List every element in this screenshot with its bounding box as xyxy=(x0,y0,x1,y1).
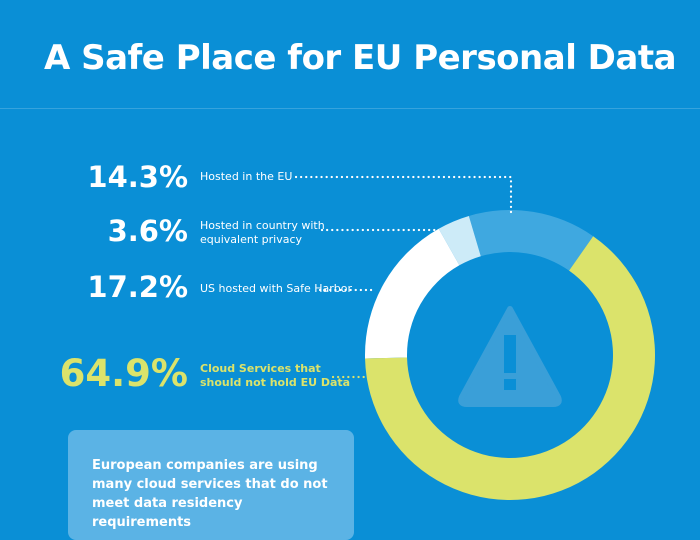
stat-label: Hosted in the EU xyxy=(200,170,292,184)
stat-percent: 64.9% xyxy=(59,352,188,395)
stat-label: Cloud Services that should not hold EU D… xyxy=(200,362,350,390)
stat-percent: 3.6% xyxy=(107,214,188,248)
stat-percent: 17.2% xyxy=(87,270,188,304)
note-text: European companies are using many cloud … xyxy=(92,458,328,530)
donut-slice xyxy=(438,215,481,266)
donut-chart xyxy=(294,175,656,500)
stat-percent: 14.3% xyxy=(87,160,188,194)
warning-icon xyxy=(458,306,562,407)
stat-label: Hosted in country with equivalent privac… xyxy=(200,219,325,247)
page-title: A Safe Place for EU Personal Data xyxy=(43,38,677,78)
donut-slice xyxy=(365,236,656,500)
donut-slice xyxy=(468,209,594,271)
stat-label-line: US hosted with Safe Harbor xyxy=(200,282,352,295)
stat-label: US hosted with Safe Harbor xyxy=(200,282,352,296)
leader-line xyxy=(294,175,513,214)
stat-label-line: should not hold EU Data xyxy=(200,376,351,389)
donut-slice xyxy=(364,228,460,359)
stat-label-line: Cloud Services that xyxy=(200,362,321,375)
stat-label-line: equivalent privacy xyxy=(200,233,303,246)
stat-label-line: Hosted in country with xyxy=(200,219,325,232)
note-box: European companies are using many cloud … xyxy=(68,430,354,540)
stat-label-line: Hosted in the EU xyxy=(200,170,293,183)
header-divider xyxy=(0,108,700,109)
